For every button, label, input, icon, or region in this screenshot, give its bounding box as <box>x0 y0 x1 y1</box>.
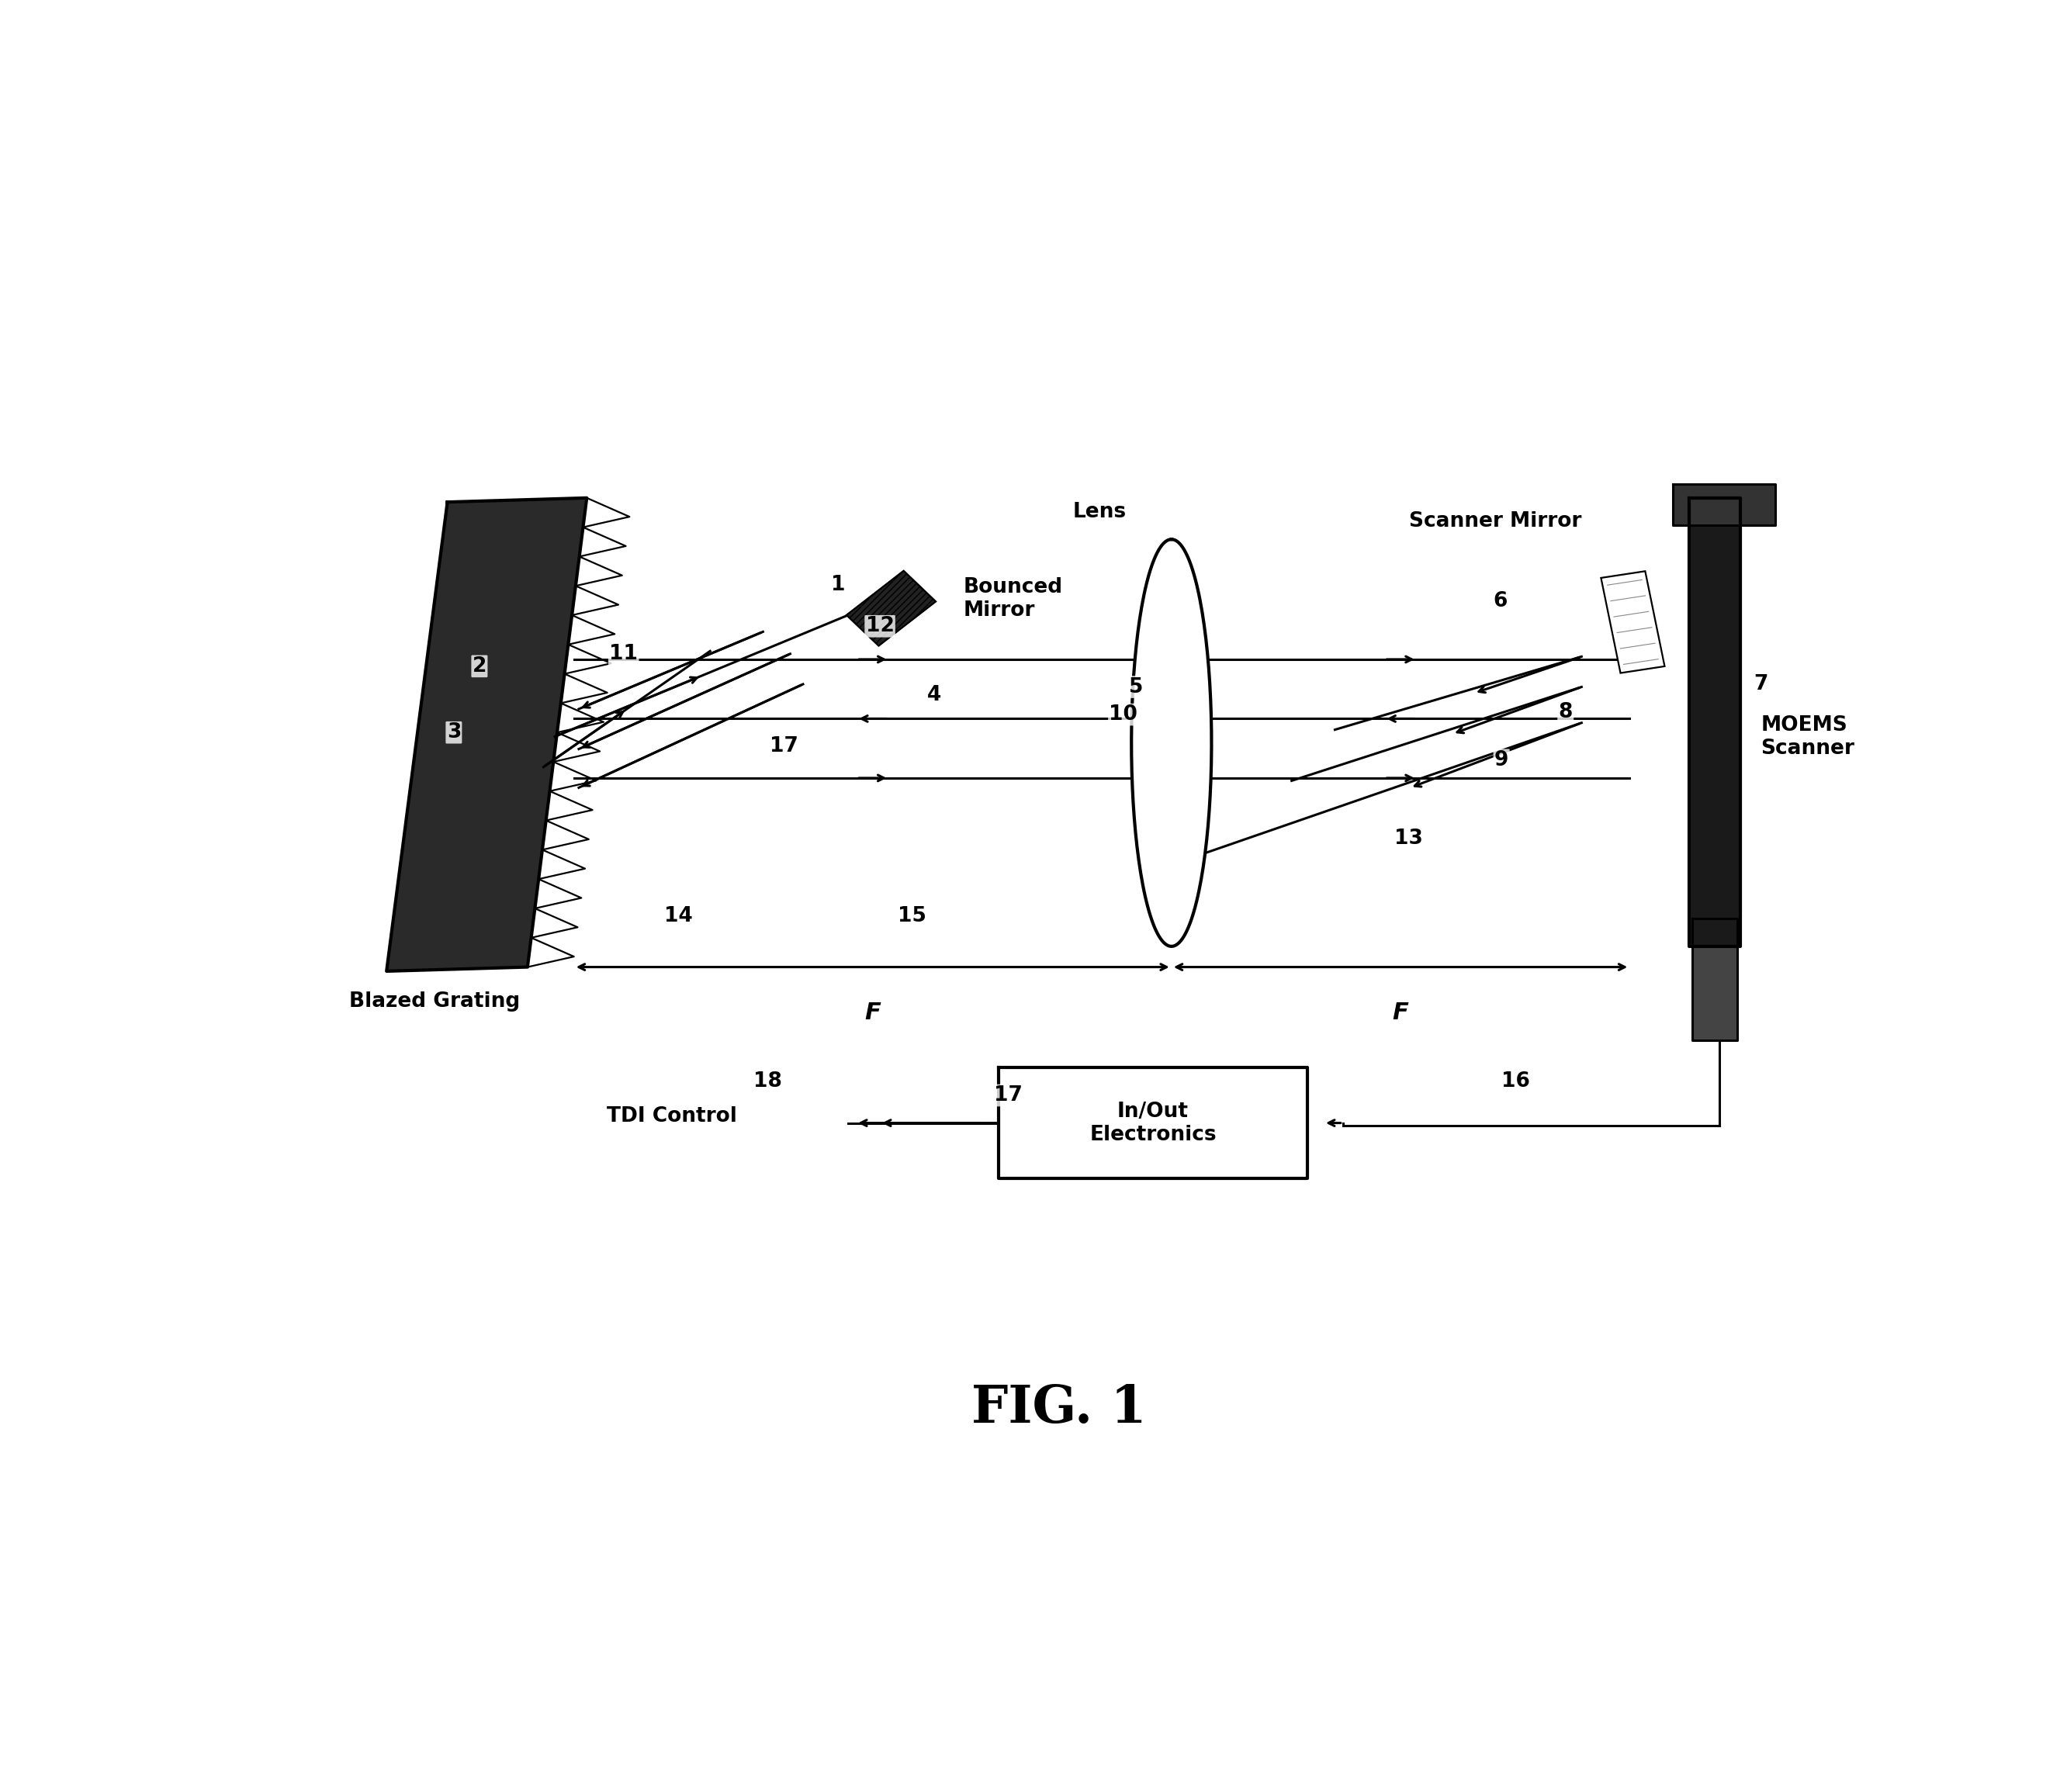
Polygon shape <box>1131 539 1211 946</box>
Text: 3: 3 <box>446 722 461 742</box>
Text: Blazed Grating: Blazed Grating <box>349 991 521 1012</box>
Polygon shape <box>1672 484 1776 525</box>
Text: 1: 1 <box>831 575 845 595</box>
Polygon shape <box>1689 498 1740 946</box>
Text: 18: 18 <box>754 1072 781 1091</box>
Text: 4: 4 <box>928 685 940 706</box>
Text: 10: 10 <box>1110 704 1137 724</box>
Text: 13: 13 <box>1395 828 1422 849</box>
Polygon shape <box>387 498 587 971</box>
Text: 12: 12 <box>866 616 895 636</box>
Polygon shape <box>1693 919 1736 1039</box>
Polygon shape <box>998 1068 1308 1177</box>
Text: 7: 7 <box>1755 674 1767 694</box>
Text: F: F <box>864 1002 881 1023</box>
Text: Bounced
Mirror: Bounced Mirror <box>963 577 1062 620</box>
Text: 11: 11 <box>610 643 639 663</box>
Text: 6: 6 <box>1492 591 1507 611</box>
Text: 8: 8 <box>1559 702 1573 722</box>
Bar <box>1602 572 1664 674</box>
Bar <box>847 572 936 645</box>
Bar <box>847 572 936 645</box>
Text: Lens: Lens <box>1073 502 1127 521</box>
Text: 17: 17 <box>769 737 798 756</box>
Text: 15: 15 <box>897 907 926 926</box>
Text: 14: 14 <box>664 907 692 926</box>
Text: 17: 17 <box>994 1086 1023 1106</box>
Text: FIG. 1: FIG. 1 <box>971 1383 1147 1434</box>
Text: TDI Control: TDI Control <box>606 1106 736 1125</box>
Text: 5: 5 <box>1129 677 1143 697</box>
Text: MOEMS
Scanner: MOEMS Scanner <box>1761 715 1854 758</box>
Text: Scanner Mirror: Scanner Mirror <box>1410 511 1581 532</box>
Text: In/Out
Electronics: In/Out Electronics <box>1089 1102 1217 1145</box>
Text: 9: 9 <box>1494 751 1509 771</box>
Text: 16: 16 <box>1501 1072 1530 1091</box>
Text: 2: 2 <box>473 656 486 676</box>
Text: F: F <box>1393 1002 1408 1023</box>
